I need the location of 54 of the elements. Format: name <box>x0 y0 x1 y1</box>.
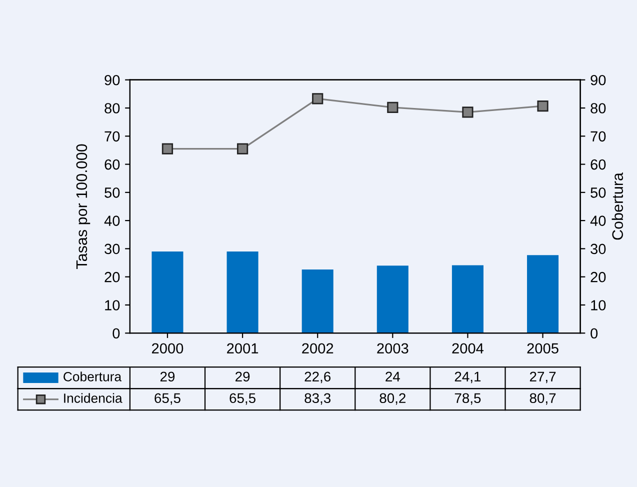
bar <box>152 252 184 334</box>
point <box>462 106 474 118</box>
data-label: 65,5 <box>154 393 180 405</box>
y-tick-label: 10 <box>105 300 120 310</box>
point <box>537 100 548 112</box>
x-tick-label: 2001 <box>227 343 258 354</box>
y-tick-label: 0 <box>112 328 120 339</box>
y-tick-label: 60 <box>104 159 120 170</box>
legend-label: Cobertura <box>64 372 122 382</box>
x-tick-label: 2004 <box>452 343 484 354</box>
y2-tick-label: 50 <box>590 188 606 198</box>
data-label: 80,7 <box>530 393 556 405</box>
data-label: 83,3 <box>304 393 331 405</box>
y2-tick-label: 20 <box>590 272 606 282</box>
y2-axis-title: Cobertura <box>612 172 624 240</box>
point <box>387 102 398 113</box>
y2-tick-label: 80 <box>590 103 606 114</box>
point <box>312 93 324 104</box>
data-label: 24,1 <box>454 372 481 384</box>
legend-label: Incidencia <box>64 393 122 403</box>
bar <box>527 255 559 334</box>
y2-tick-label: 0 <box>590 328 598 339</box>
data-label: 29 <box>236 372 250 382</box>
y-axis-title: Tasas por 100.000 <box>76 144 90 269</box>
y-tick-label: 50 <box>104 188 120 198</box>
data-label: 27,7 <box>530 372 556 384</box>
x-tick-label: 2003 <box>377 343 408 354</box>
y2-tick-label: 40 <box>590 216 606 226</box>
x-tick-label: 2005 <box>527 343 558 354</box>
y2-tick-label: 70 <box>590 131 606 142</box>
y2-tick-label: 60 <box>590 159 606 170</box>
y2-tick-label: 90 <box>590 74 606 86</box>
data-label: 29 <box>160 372 175 382</box>
data-label: 78,5 <box>454 393 481 405</box>
data-label: 22,6 <box>304 372 331 384</box>
x-tick-label: 2000 <box>152 343 184 354</box>
y-tick-label: 90 <box>104 74 120 86</box>
point <box>236 143 248 154</box>
bar <box>376 266 408 334</box>
data-label: 65,5 <box>230 393 256 405</box>
x-tick-label: 2002 <box>302 343 334 354</box>
y-tick-label: 20 <box>104 272 120 282</box>
y-tick-label: 70 <box>104 131 120 142</box>
bar <box>302 270 334 334</box>
y2-tick-label: 10 <box>591 300 606 310</box>
y-tick-label: 80 <box>104 103 120 114</box>
bar <box>226 252 258 334</box>
data-label: 24 <box>386 372 400 382</box>
bar <box>452 265 484 334</box>
y2-tick-label: 30 <box>590 244 606 254</box>
point <box>162 143 174 154</box>
data-label: 80,2 <box>380 393 406 405</box>
y-tick-label: 30 <box>104 244 120 254</box>
y-tick-label: 40 <box>104 216 120 226</box>
